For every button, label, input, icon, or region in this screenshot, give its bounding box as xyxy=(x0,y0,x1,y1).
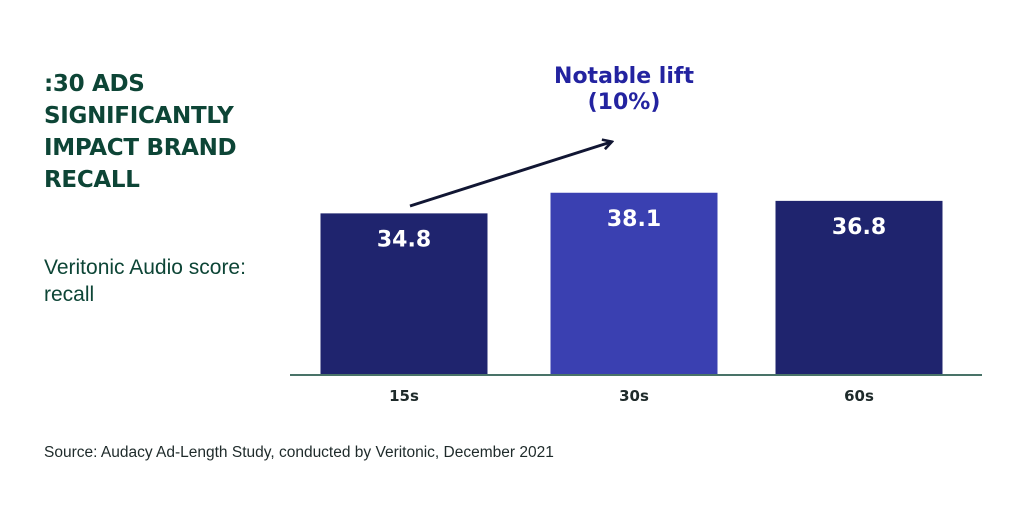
annotation-line-2: (10%) xyxy=(588,90,661,115)
bar-30s xyxy=(550,192,718,374)
chart-subtitle: Veritonic Audio score: recall xyxy=(44,256,246,306)
x-tick-label-60s: 60s xyxy=(844,387,874,405)
bar-15s xyxy=(320,213,488,374)
bars-group: 34.8 15s 38.1 30s 36.8 60s xyxy=(320,192,943,405)
data-label-60s: 36.8 xyxy=(832,215,886,240)
x-tick-label-15s: 15s xyxy=(389,387,419,405)
annotation-line-1: Notable lift xyxy=(554,64,694,89)
x-tick-label-30s: 30s xyxy=(619,387,649,405)
source-note: Source: Audacy Ad-Length Study, conducte… xyxy=(44,444,554,461)
data-label-15s: 34.8 xyxy=(377,227,431,252)
lift-arrow xyxy=(409,142,611,208)
bar-60s xyxy=(775,200,943,374)
chart-headline: :30 ADS SIGNIFICANTLY IMPACT BRAND RECAL… xyxy=(44,71,237,193)
data-label-30s: 38.1 xyxy=(607,207,661,232)
